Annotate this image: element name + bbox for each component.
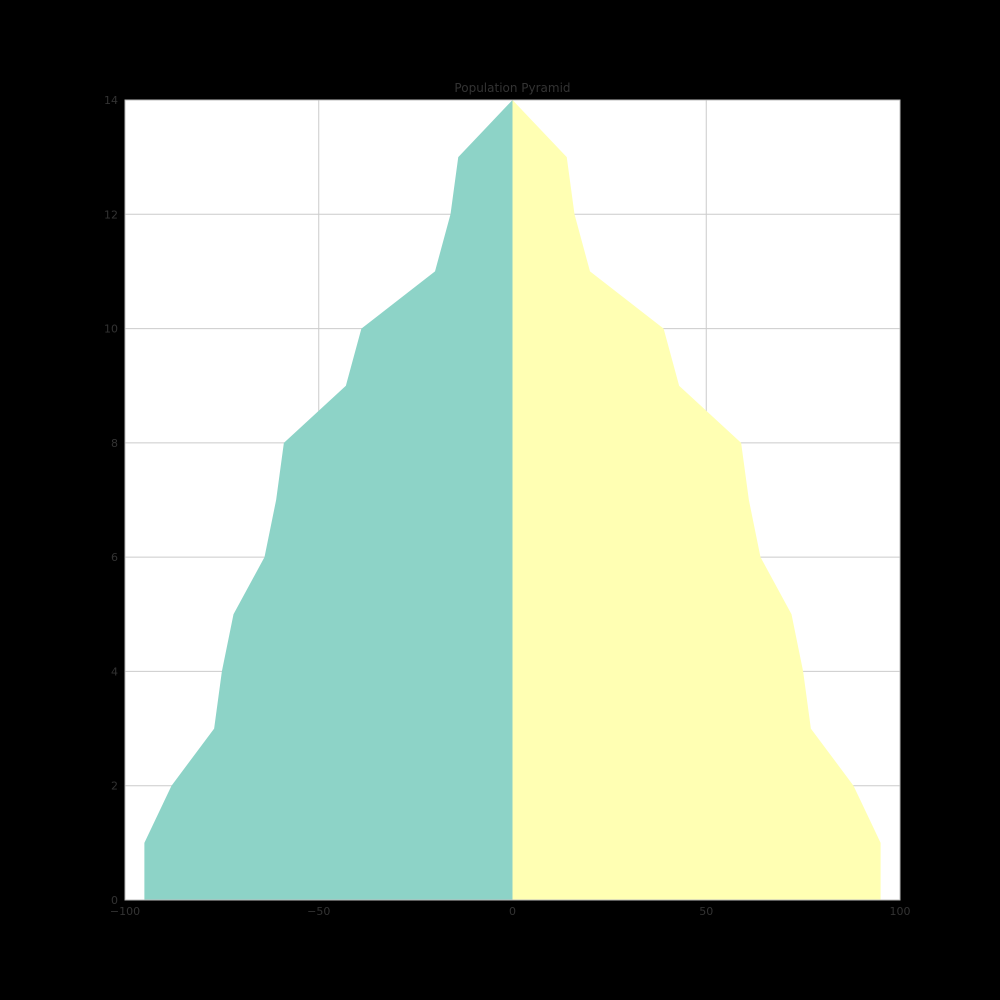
y-tick-label: 4 <box>111 665 118 678</box>
chart-title: Population Pyramid <box>454 81 570 95</box>
x-axis-ticks: −100 −50 0 50 100 <box>110 905 911 918</box>
x-tick-label: 100 <box>890 905 911 918</box>
y-tick-label: 12 <box>104 208 118 221</box>
y-tick-label: 6 <box>111 551 118 564</box>
right-series-area <box>512 100 881 900</box>
x-tick-label: 50 <box>699 905 713 918</box>
left-series-area <box>144 100 513 900</box>
y-tick-label: 2 <box>111 780 118 793</box>
x-tick-label: −50 <box>307 905 330 918</box>
series-areas <box>144 100 881 900</box>
x-tick-label: −100 <box>110 905 140 918</box>
y-axis-ticks: 0 2 4 6 8 10 12 14 <box>104 94 118 907</box>
x-tick-label: 0 <box>509 905 516 918</box>
y-tick-label: 10 <box>104 323 118 336</box>
plot-frame <box>124 99 901 901</box>
y-tick-label: 0 <box>111 894 118 907</box>
y-tick-label: 8 <box>111 437 118 450</box>
y-tick-label: 14 <box>104 94 118 107</box>
